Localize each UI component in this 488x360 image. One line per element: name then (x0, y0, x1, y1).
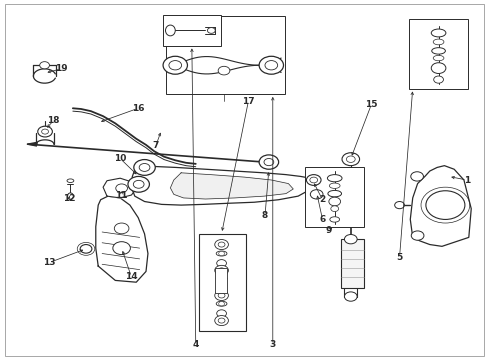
Circle shape (133, 180, 144, 188)
Circle shape (310, 190, 323, 199)
Text: 2: 2 (319, 195, 325, 204)
Ellipse shape (216, 301, 226, 306)
Circle shape (344, 234, 356, 244)
Ellipse shape (431, 48, 445, 54)
Circle shape (38, 126, 52, 137)
Text: 5: 5 (396, 253, 402, 262)
Circle shape (40, 62, 49, 69)
Circle shape (214, 265, 228, 275)
Circle shape (328, 197, 340, 206)
Circle shape (214, 239, 228, 249)
Circle shape (218, 318, 224, 323)
Polygon shape (96, 196, 148, 282)
Ellipse shape (430, 29, 445, 37)
Circle shape (218, 242, 224, 247)
Circle shape (214, 316, 228, 325)
Bar (165, 16, 285, 94)
Circle shape (216, 310, 226, 317)
Circle shape (218, 302, 224, 306)
Ellipse shape (216, 276, 226, 281)
Circle shape (344, 292, 356, 301)
Ellipse shape (327, 190, 341, 197)
Circle shape (264, 60, 277, 70)
Text: 10: 10 (114, 154, 126, 163)
Ellipse shape (67, 193, 73, 199)
Circle shape (330, 206, 338, 212)
Circle shape (214, 291, 228, 301)
Circle shape (264, 158, 273, 166)
Text: 12: 12 (62, 194, 75, 203)
Circle shape (163, 56, 187, 74)
Bar (198, 234, 246, 330)
Circle shape (218, 276, 224, 281)
Circle shape (394, 202, 404, 209)
Polygon shape (409, 166, 470, 246)
Circle shape (113, 242, 130, 255)
Ellipse shape (329, 217, 339, 222)
Circle shape (134, 159, 155, 175)
Text: 1: 1 (463, 176, 469, 185)
Bar (162, 15, 221, 45)
Circle shape (433, 76, 443, 83)
Circle shape (346, 156, 354, 162)
Circle shape (114, 223, 129, 234)
Circle shape (259, 56, 283, 74)
Bar (215, 268, 227, 293)
Circle shape (218, 293, 224, 298)
Circle shape (410, 231, 423, 240)
Text: 19: 19 (55, 64, 67, 73)
Circle shape (309, 177, 317, 183)
Circle shape (306, 175, 321, 185)
Circle shape (139, 163, 150, 171)
Circle shape (425, 191, 464, 220)
Circle shape (218, 251, 224, 256)
Circle shape (80, 244, 92, 253)
Polygon shape (103, 178, 136, 198)
Circle shape (218, 66, 229, 75)
Circle shape (168, 60, 181, 70)
Ellipse shape (327, 175, 341, 182)
Text: 14: 14 (125, 272, 138, 281)
Bar (408, 19, 467, 89)
Polygon shape (131, 166, 312, 205)
Text: 16: 16 (132, 104, 144, 113)
Text: 13: 13 (43, 258, 56, 267)
Circle shape (41, 129, 48, 134)
Text: 17: 17 (242, 96, 254, 105)
Text: 11: 11 (115, 190, 127, 199)
Text: 8: 8 (261, 211, 267, 220)
Circle shape (207, 28, 215, 33)
Text: 6: 6 (319, 215, 325, 224)
Bar (305, 167, 363, 226)
Bar (340, 239, 364, 288)
Circle shape (410, 172, 423, 181)
Circle shape (216, 284, 226, 291)
Circle shape (341, 153, 359, 166)
Text: 4: 4 (192, 340, 199, 349)
Ellipse shape (216, 251, 226, 256)
Polygon shape (27, 142, 37, 146)
Circle shape (259, 155, 278, 169)
Polygon shape (170, 173, 293, 199)
Ellipse shape (432, 39, 443, 45)
Circle shape (128, 176, 149, 192)
Text: 15: 15 (364, 100, 377, 109)
Text: 3: 3 (269, 341, 275, 350)
Ellipse shape (432, 55, 443, 61)
Circle shape (218, 268, 224, 273)
Circle shape (430, 63, 445, 73)
Ellipse shape (67, 179, 74, 183)
Circle shape (216, 260, 226, 267)
Ellipse shape (165, 25, 175, 36)
Text: 9: 9 (325, 226, 331, 235)
Text: 18: 18 (47, 116, 60, 125)
Text: 7: 7 (152, 141, 159, 150)
Ellipse shape (329, 183, 339, 188)
Circle shape (116, 184, 127, 193)
